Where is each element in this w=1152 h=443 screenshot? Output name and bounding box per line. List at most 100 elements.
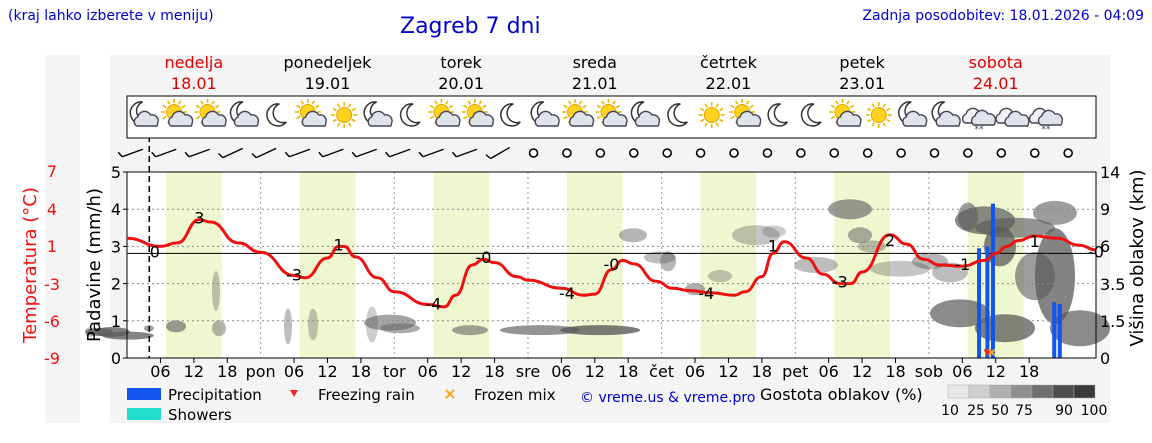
weather-symbol: [800, 103, 822, 127]
cloud-icon: [133, 110, 159, 127]
weather-symbol: [667, 103, 688, 127]
cloud-density-blob: [870, 260, 930, 277]
weather-symbol: [630, 101, 661, 127]
wind-barb-icon: [284, 148, 311, 158]
temperature-label: -3: [286, 266, 302, 285]
hour-label: 18: [752, 362, 772, 381]
cloud-density-blob: [732, 225, 780, 246]
hour-label: 12: [184, 362, 204, 381]
cloud-density-blob: [828, 199, 872, 220]
frozen-mix-mark: [988, 348, 996, 357]
cloud-icon: [1037, 109, 1063, 126]
wind-barb-icon: [184, 148, 210, 158]
cloud-density-swatch: [989, 384, 1012, 399]
cloud-density-tick: 90: [1055, 403, 1073, 419]
cloud-density-swatch: [947, 384, 970, 399]
precip-tick-label: 5: [111, 163, 121, 182]
cloud-density-swatch: [1010, 384, 1033, 399]
cloud-icon: [168, 110, 194, 127]
moon-icon: [667, 103, 688, 127]
cloud-icon: [233, 110, 260, 127]
wind-calm-icon: [796, 148, 806, 158]
cloud-density-blob: [1035, 228, 1075, 325]
weather-symbol: [829, 99, 862, 127]
day-name: sreda: [573, 53, 617, 72]
day-name: ponedeljek: [284, 53, 373, 72]
cloud-icon: [201, 110, 227, 127]
wind-barb-icon: [351, 148, 378, 158]
day-date: 21.01: [572, 74, 618, 93]
hour-label: 12: [852, 362, 872, 381]
cloud-height-tick-label: 0: [1100, 349, 1110, 368]
precip-tick-label: 4: [111, 200, 121, 219]
day-abbr-label: sre: [516, 362, 540, 381]
temperature-label: 1: [768, 237, 778, 256]
hour-label: 12: [986, 362, 1006, 381]
weather-symbol: [194, 99, 227, 127]
snow-icon: **: [1041, 125, 1051, 135]
temperature-label: -0: [1088, 242, 1104, 261]
weather-symbol: [294, 99, 327, 127]
wind-calm-icon: [595, 148, 606, 158]
last-update: Zadnja posodobitev: 18.01.2026 - 04:09: [862, 8, 1144, 24]
plot-frame: [126, 171, 1097, 359]
page-title: Zagreb 7 dni: [400, 14, 541, 39]
moon-icon: [399, 103, 421, 127]
cloud-density-label: Gostota oblakov (%): [760, 385, 923, 404]
precipitation-bar: [1057, 304, 1062, 358]
weather-symbol: [399, 103, 421, 127]
day-date: 20.01: [438, 74, 484, 93]
temperature-line: [126, 218, 1097, 309]
hour-label: 12: [585, 362, 605, 381]
day-name: petek: [839, 53, 885, 72]
precipitation-bar: [990, 203, 995, 358]
day-date: 24.01: [973, 74, 1019, 93]
cloud-density-blob: [1033, 200, 1077, 225]
weather-symbol: [595, 99, 628, 127]
cloud-icon: [435, 110, 461, 127]
day-name: četrtek: [700, 53, 758, 72]
hour-label: 12: [451, 362, 471, 381]
sun-icon: [703, 107, 720, 123]
cloud-density-tick: 10: [941, 403, 959, 419]
wind-barb-icon: [151, 148, 177, 158]
cloud-density-blob: [380, 323, 420, 334]
cloud-icon: [1004, 110, 1030, 127]
hour-label: 18: [484, 362, 504, 381]
cloud-density-blob: [452, 325, 488, 336]
weather-symbol: [698, 102, 725, 128]
cloud-density-blob: [794, 257, 838, 273]
precipitation-bar: [985, 246, 990, 358]
day-abbr-label: čet: [649, 362, 674, 381]
cloud-density-tick: 100: [1081, 403, 1108, 419]
cloud-density-blob: [1050, 310, 1110, 347]
cloud-density-blob: [102, 331, 154, 340]
temperature-label: -3: [832, 273, 848, 292]
precipitation-bar: [1052, 302, 1057, 358]
precip-tick-label: 0: [111, 349, 121, 368]
hour-label: 06: [150, 362, 170, 381]
temperature-label: 0: [150, 242, 160, 261]
temperature-label: 2: [885, 231, 895, 250]
cloud-icon: [367, 110, 393, 127]
day-abbr-label: pon: [246, 362, 276, 381]
day-date: 18.01: [171, 74, 217, 93]
day-abbr-label: tor: [383, 362, 406, 381]
wind-barb-icon: [117, 148, 144, 158]
cloud-density-tick: 75: [1015, 403, 1033, 419]
day-date: 22.01: [706, 74, 752, 93]
day-abbr-label: pet: [782, 362, 808, 381]
location-hint[interactable]: (kraj lahko izberete v meniju): [8, 8, 214, 24]
wind-calm-icon: [963, 148, 973, 158]
cloud-density-blob: [284, 308, 292, 345]
temperature-label: -0: [604, 255, 620, 274]
weather-symbol: [562, 99, 595, 127]
cloud-height-axis-label: Višina oblakov (km): [1127, 169, 1148, 346]
cloud-density-blob: [166, 320, 186, 333]
cloud-density-blob: [560, 325, 640, 336]
precip-axis-label: Padavine (mm/h): [84, 188, 105, 342]
day-name: sobota: [969, 53, 1023, 72]
credit-link[interactable]: © vreme.us & vreme.pro: [580, 390, 755, 406]
temp-tick-label: -9: [44, 349, 60, 368]
day-date: 19.01: [305, 74, 351, 93]
